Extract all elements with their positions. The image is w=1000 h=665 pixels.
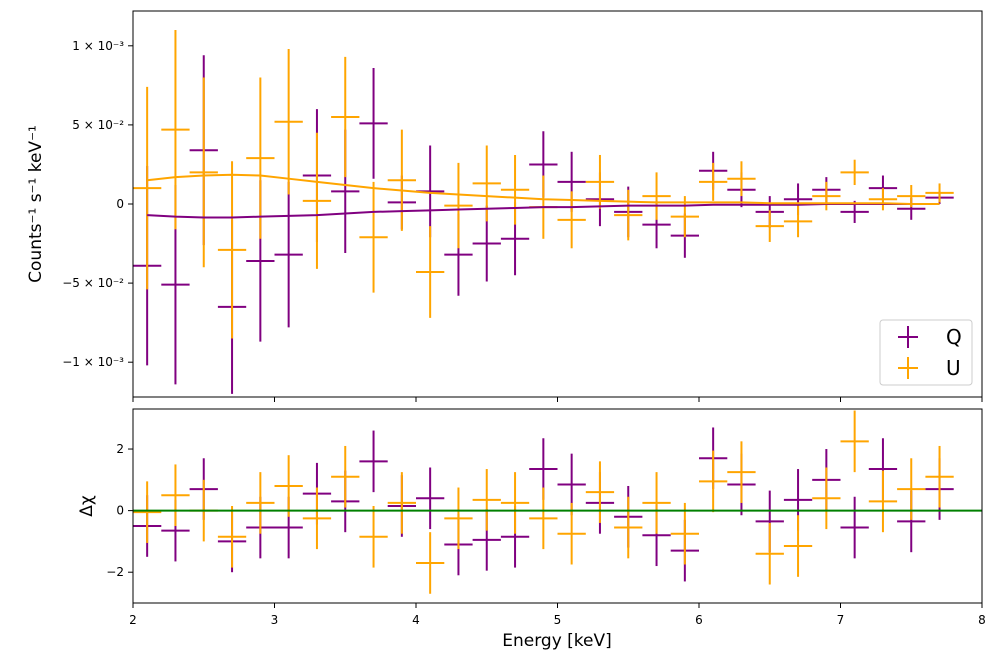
residual-x-tick-label: 7: [837, 613, 845, 627]
residual-u-point: [274, 455, 303, 517]
legend-entry-q: Q: [898, 325, 962, 349]
spectrum-u-point: [133, 86, 162, 290]
spectrum-y-tick-label: −1 × 10⁻³: [62, 355, 124, 369]
residual-u-point: [614, 496, 643, 559]
residual-u-point: [812, 467, 841, 530]
residual-x-tick-label: 5: [554, 613, 562, 627]
spectrum-u-point: [217, 161, 247, 339]
spectrum-u-point: [783, 205, 813, 238]
residual-u-point: [246, 472, 275, 534]
spectrum-u-point: [868, 188, 898, 211]
spectrum-y-tick-label: 0: [116, 197, 124, 211]
spectrum-u-model-curve: [147, 173, 940, 205]
residual-y-axis-label: Δχ: [77, 495, 97, 517]
spectrum-u-point: [925, 183, 954, 203]
residual-u-point: [840, 410, 869, 473]
residual-u-point: [699, 450, 728, 513]
residual-u-point: [642, 472, 671, 534]
spectrum-y-tick-label: 1 × 10⁻³: [72, 39, 124, 53]
spectrum-panel: 1 × 10⁻³ 5 × 10⁻² 0 −5 × 10⁻² −1 × 10⁻³ Coun…: [26, 10, 983, 402]
spectrum-u-point: [840, 159, 869, 186]
spectrum-u-point: [331, 56, 360, 178]
spectrum-u-point: [189, 77, 218, 268]
residual-x-tick-label: 3: [271, 613, 279, 627]
spectrum-q-model-curve: [147, 203, 940, 219]
legend-entry-u: U: [898, 356, 961, 380]
residual-q-point: [359, 430, 388, 493]
residual-x-tick-label: 4: [412, 613, 420, 627]
residual-u-point: [359, 506, 388, 568]
residual-u-point: [557, 502, 586, 565]
residual-q-point: [416, 467, 445, 530]
residual-u-point: [897, 458, 926, 520]
residual-u-point: [868, 470, 898, 533]
residual-u-point: [925, 445, 954, 508]
spectrum-u-point: [246, 77, 275, 239]
spectrum-u-point: [699, 162, 728, 201]
spectrum-u-point: [755, 210, 784, 242]
spectrum-q-point: [359, 67, 388, 179]
residual-u-point: [302, 487, 332, 550]
residual-u-point: [161, 464, 190, 527]
spectrum-u-point: [359, 181, 388, 293]
residual-u-point: [217, 506, 247, 568]
residual-x-tick-label: 2: [129, 613, 137, 627]
spectrum-u-point: [727, 161, 756, 197]
spectrum-u-point: [274, 48, 303, 195]
residual-u-point: [755, 522, 784, 585]
residual-y-tick-label: 2: [116, 442, 124, 456]
residual-u-point: [783, 515, 813, 577]
residual-u-point: [727, 441, 756, 503]
spectrum-u-point: [642, 172, 671, 220]
residual-y-tick-label: 0: [116, 504, 124, 518]
spectrum-y-tick-label: 5 × 10⁻²: [72, 118, 124, 132]
spectrum-q-point: [274, 181, 303, 328]
legend: QU: [879, 319, 973, 386]
residual-u-point: [529, 487, 558, 550]
spectrum-u-point: [812, 181, 841, 211]
spectrum-u-point: [416, 226, 445, 318]
residual-u-point: [500, 472, 530, 534]
residual-u-point: [585, 461, 615, 523]
legend-label: Q: [946, 325, 962, 349]
residual-u-point: [133, 481, 162, 543]
residual-u-point: [444, 487, 473, 550]
residual-u-point: [331, 445, 360, 508]
residual-x-tick-label: 8: [978, 613, 986, 627]
residual-y-tick-label: −2: [106, 565, 124, 579]
legend-label: U: [946, 356, 961, 380]
spectrum-y-axis-label: Counts⁻¹ s⁻¹ keV⁻¹: [26, 125, 46, 283]
residual-q-point: [840, 496, 869, 559]
spectrum-u-point: [302, 132, 332, 269]
residual-u-point: [387, 472, 416, 534]
residual-x-tick-label: 6: [695, 613, 703, 627]
residual-u-point: [416, 532, 445, 594]
x-axis-label: Energy [keV]: [502, 631, 612, 651]
residual-u-point: [472, 469, 501, 531]
spectrum-u-point: [444, 162, 473, 249]
spectrum-u-point: [585, 154, 615, 209]
spectrum-u-point: [387, 129, 416, 231]
spectrum-u-point: [500, 154, 530, 225]
spectrum-u-point: [614, 189, 643, 241]
residual-panel: 2 0 −2 2 3 4 5 6 7 8 Δχ Energy [keV]: [77, 408, 986, 651]
spectrum-u-point: [161, 29, 190, 230]
residual-u-point: [670, 502, 699, 565]
spectrum-y-tick-label: −5 × 10⁻²: [62, 276, 124, 290]
